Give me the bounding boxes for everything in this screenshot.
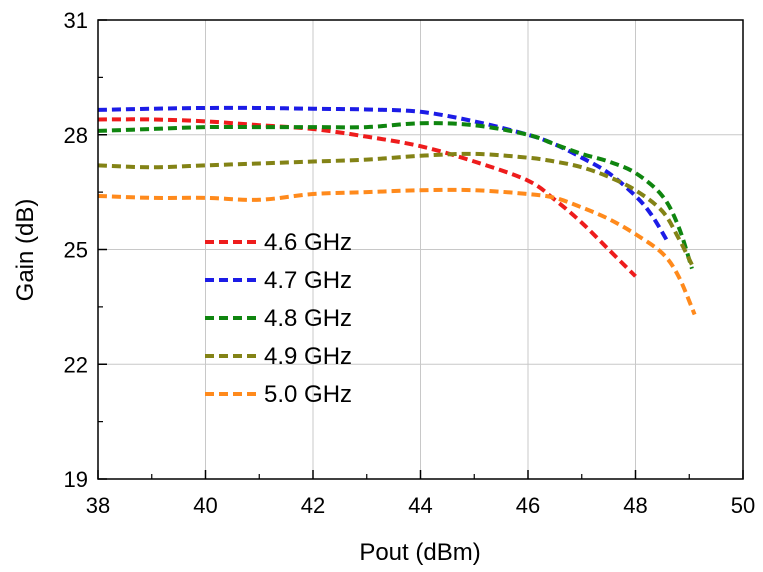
y-tick-label: 25 bbox=[64, 238, 88, 263]
legend-label-5-0-ghz: 5.0 GHz bbox=[264, 381, 352, 408]
x-tick-label: 40 bbox=[193, 493, 217, 518]
y-axis-title: Gain (dB) bbox=[12, 199, 39, 302]
x-axis-title: Pout (dBm) bbox=[359, 539, 480, 566]
legend-label-4-9-ghz: 4.9 GHz bbox=[264, 343, 352, 370]
legend: 4.6 GHz 4.7 GHz 4.8 GHz 4.9 GHz 5.0 GHz bbox=[205, 229, 352, 408]
legend-label-4-6-ghz: 4.6 GHz bbox=[264, 229, 352, 256]
grid-lines bbox=[98, 20, 743, 479]
series-line-4-7-ghz bbox=[97, 105, 670, 243]
series-lines bbox=[97, 105, 697, 316]
x-tick-label: 44 bbox=[408, 493, 432, 518]
y-tick-label: 28 bbox=[64, 123, 88, 148]
x-tick-label: 48 bbox=[623, 493, 647, 518]
series-line-4-8-ghz bbox=[97, 121, 694, 270]
legend-label-4-8-ghz: 4.8 GHz bbox=[264, 305, 352, 332]
x-tick-label: 50 bbox=[731, 493, 755, 518]
series-line-4-6-ghz bbox=[97, 117, 637, 278]
x-tick-label: 42 bbox=[301, 493, 325, 518]
series-line-5-0-ghz bbox=[97, 187, 697, 316]
y-tick-label: 31 bbox=[64, 8, 88, 33]
legend-label-4-7-ghz: 4.7 GHz bbox=[264, 267, 352, 294]
x-tick-label: 46 bbox=[516, 493, 540, 518]
x-tick-label: 38 bbox=[86, 493, 110, 518]
y-tick-label: 22 bbox=[64, 352, 88, 377]
axis-ticks: 38 40 42 44 46 48 50 19 22 25 28 31 bbox=[64, 8, 756, 518]
series-line-4-9-ghz bbox=[97, 151, 694, 266]
y-tick-label: 19 bbox=[64, 467, 88, 492]
